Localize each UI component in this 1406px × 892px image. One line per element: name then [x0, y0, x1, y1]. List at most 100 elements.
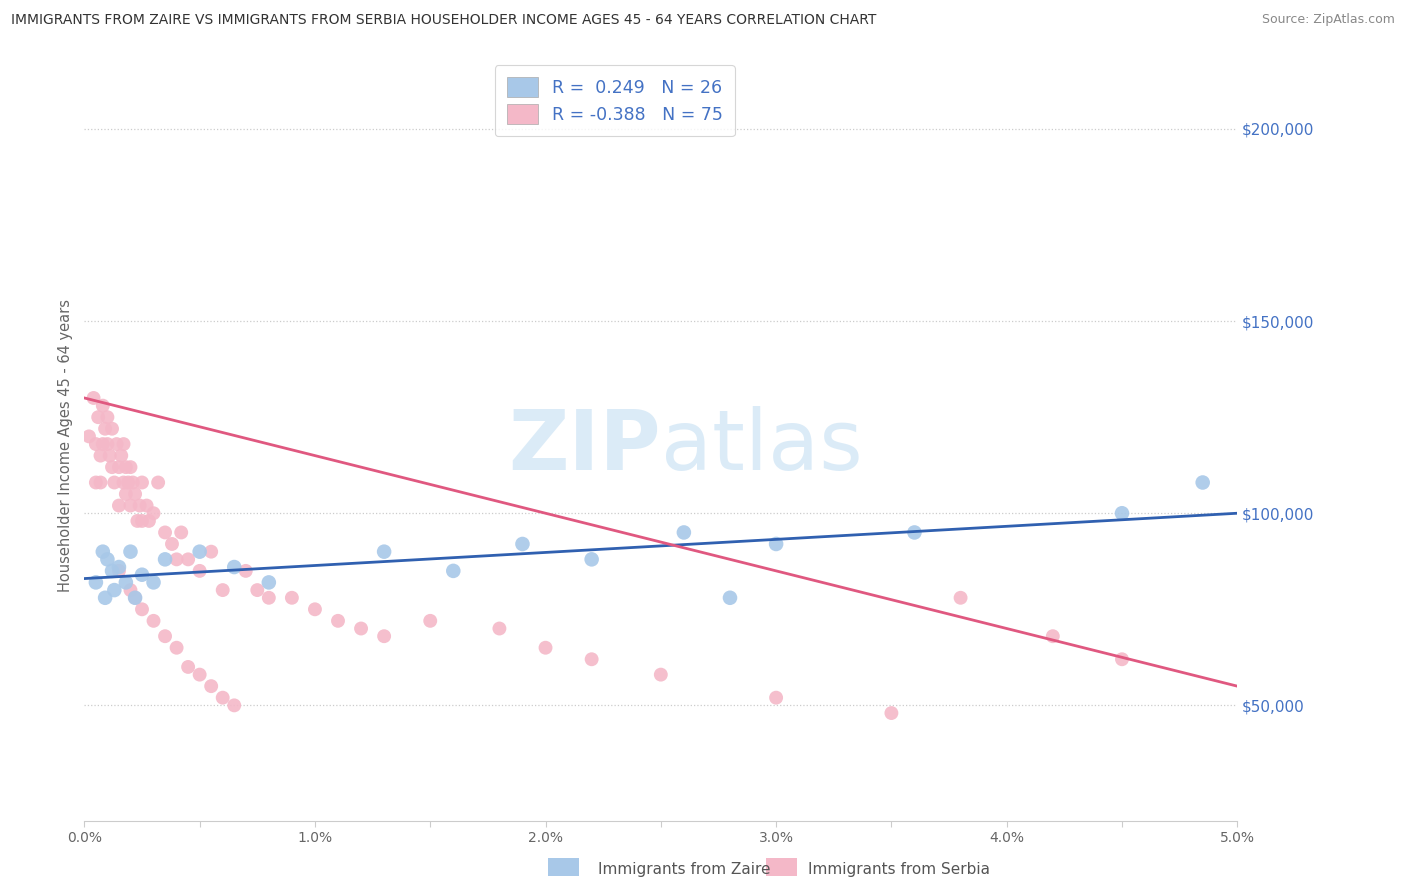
Point: [108, 460, 131, 475]
Point: [120, 544, 142, 558]
Point: [131, 567, 153, 582]
Point: [224, 698, 246, 713]
Point: [153, 525, 176, 540]
Point: [120, 460, 142, 475]
Point: [188, 544, 211, 558]
Point: [880, 706, 903, 720]
Point: [91, 399, 114, 413]
Point: [120, 583, 142, 598]
Point: [281, 591, 304, 605]
Point: [350, 622, 373, 636]
Point: [89, 475, 111, 490]
Point: [115, 487, 138, 501]
Point: [117, 475, 139, 490]
Point: [94, 591, 117, 605]
Point: [211, 690, 233, 705]
Point: [131, 475, 153, 490]
Point: [112, 437, 135, 451]
Point: [153, 552, 176, 566]
Point: [112, 475, 135, 490]
Point: [110, 449, 132, 463]
Point: [177, 552, 200, 566]
Point: [105, 437, 128, 451]
Point: [91, 437, 114, 451]
Point: [142, 575, 165, 590]
Point: [246, 583, 269, 598]
Point: [138, 514, 160, 528]
Point: [257, 575, 280, 590]
Point: [177, 660, 200, 674]
Text: Immigrants from Serbia: Immigrants from Serbia: [808, 863, 990, 877]
Point: [153, 629, 176, 643]
Legend: R =  0.249   N = 26, R = -0.388   N = 75: R = 0.249 N = 26, R = -0.388 N = 75: [495, 65, 735, 136]
Point: [121, 475, 143, 490]
Point: [108, 499, 131, 513]
Point: [84, 437, 107, 451]
Point: [94, 422, 117, 436]
Point: [1111, 652, 1133, 666]
Point: [101, 564, 124, 578]
Point: [98, 449, 121, 463]
Point: [419, 614, 441, 628]
Point: [131, 514, 153, 528]
Point: [166, 640, 188, 655]
Point: [160, 537, 183, 551]
Text: Source: ZipAtlas.com: Source: ZipAtlas.com: [1261, 13, 1395, 27]
Point: [83, 391, 105, 405]
Point: [131, 602, 153, 616]
Point: [124, 591, 146, 605]
Point: [1111, 506, 1133, 520]
Point: [96, 437, 118, 451]
Point: [373, 544, 395, 558]
Point: [224, 560, 246, 574]
Point: [108, 564, 131, 578]
Point: [1042, 629, 1064, 643]
Point: [89, 449, 111, 463]
Point: [534, 640, 557, 655]
Point: [650, 667, 672, 681]
Point: [718, 591, 741, 605]
Point: [77, 429, 100, 443]
Point: [166, 552, 188, 566]
Point: [200, 679, 222, 693]
Point: [170, 525, 193, 540]
Point: [672, 525, 695, 540]
Text: IMMIGRANTS FROM ZAIRE VS IMMIGRANTS FROM SERBIA HOUSEHOLDER INCOME AGES 45 - 64 : IMMIGRANTS FROM ZAIRE VS IMMIGRANTS FROM…: [11, 13, 876, 28]
Point: [304, 602, 326, 616]
Point: [373, 629, 395, 643]
Point: [127, 514, 149, 528]
Point: [512, 537, 534, 551]
Point: [1191, 475, 1213, 490]
Point: [903, 525, 925, 540]
Point: [488, 622, 510, 636]
Point: [124, 591, 146, 605]
Y-axis label: Householder Income Ages 45 - 64 years: Householder Income Ages 45 - 64 years: [58, 300, 73, 592]
Point: [581, 552, 603, 566]
Point: [581, 652, 603, 666]
Point: [108, 560, 131, 574]
Point: [96, 552, 118, 566]
Point: [200, 544, 222, 558]
Point: [103, 583, 125, 598]
Point: [326, 614, 349, 628]
Text: atlas: atlas: [661, 406, 862, 486]
Text: Immigrants from Zaire: Immigrants from Zaire: [598, 863, 770, 877]
Point: [142, 506, 165, 520]
Point: [103, 475, 125, 490]
Point: [949, 591, 972, 605]
Point: [101, 422, 124, 436]
Point: [101, 460, 124, 475]
Point: [124, 487, 146, 501]
Point: [257, 591, 280, 605]
Point: [115, 460, 138, 475]
Point: [765, 690, 787, 705]
Point: [765, 537, 787, 551]
Point: [235, 564, 257, 578]
Point: [188, 564, 211, 578]
Point: [115, 575, 138, 590]
Point: [84, 575, 107, 590]
Text: ZIP: ZIP: [509, 406, 661, 486]
Point: [142, 614, 165, 628]
Point: [211, 583, 233, 598]
Point: [128, 499, 150, 513]
